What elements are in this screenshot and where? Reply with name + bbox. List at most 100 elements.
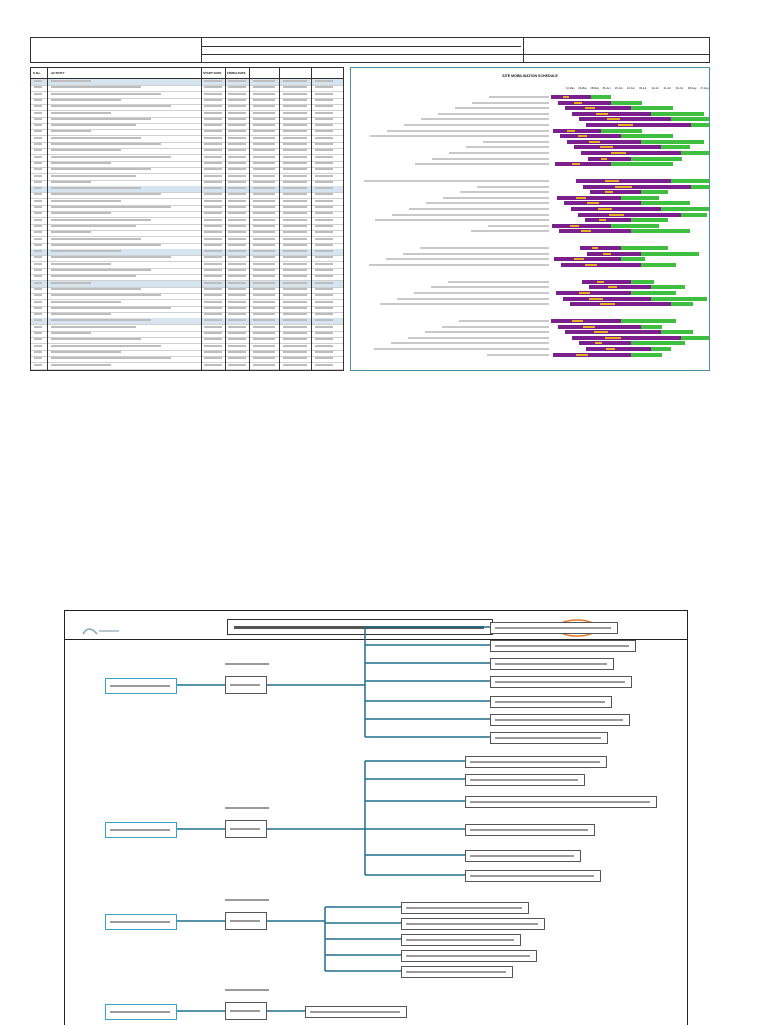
gantt-date-tick: 15-Jun (614, 87, 623, 90)
gantt-actual-bar (600, 157, 608, 160)
mind-map-leaf-node (490, 696, 612, 708)
gantt-progress-bar (661, 330, 693, 335)
gantt-actual-bar (580, 230, 592, 233)
mind-map-branch-caption (225, 807, 269, 809)
gantt-planned-bar (583, 184, 691, 189)
col-sno: S.No. (33, 71, 41, 75)
schedule-table: S.No. ACTIVITY START DATE FINISH DATE (30, 67, 344, 371)
gantt-planned-bar (553, 352, 631, 357)
mind-map-leaf-node (490, 658, 614, 670)
gantt-actual-bar (611, 152, 626, 154)
gantt-progress-bar (661, 145, 690, 150)
gantt-row (351, 251, 709, 257)
table-row (31, 306, 343, 313)
gantt-row (351, 245, 709, 251)
gantt-actual-bar (605, 191, 613, 194)
table-row (31, 92, 343, 99)
table-row (31, 129, 343, 137)
gantt-progress-bar (691, 123, 709, 127)
gantt-actual-bar (593, 331, 609, 334)
gantt-planned-bar (565, 106, 631, 111)
left-logo (81, 623, 121, 635)
gantt-planned-bar (579, 341, 631, 346)
table-row (31, 79, 343, 86)
table-row (31, 350, 343, 357)
gantt-row (351, 228, 709, 234)
gantt-row (351, 212, 709, 218)
table-row (31, 111, 343, 118)
gantt-actual-bar (606, 118, 621, 121)
mind-map-leaf-node (490, 714, 630, 726)
gantt-row (351, 262, 709, 268)
gantt-progress-bar (681, 335, 709, 340)
gantt-progress-bar (631, 341, 685, 346)
gantt-actual-bar (603, 252, 612, 255)
gantt-progress-bar (671, 179, 709, 183)
gantt-planned-bar (551, 95, 591, 99)
gantt-progress-bar (631, 218, 668, 223)
mind-map-leaf-node (401, 918, 545, 930)
gantt-planned-bar (555, 162, 611, 167)
gantt-row (351, 100, 709, 106)
gantt-row (351, 150, 709, 156)
gantt-planned-bar (570, 302, 671, 307)
gantt-row (351, 144, 709, 150)
table-row (31, 136, 343, 143)
gantt-planned-bar (586, 123, 691, 127)
gantt-planned-bar (563, 296, 651, 301)
gantt-row (351, 200, 709, 206)
mind-map-diagram (64, 610, 688, 1025)
table-row (31, 300, 343, 307)
gantt-planned-bar (572, 335, 681, 340)
schedule-table-header: S.No. ACTIVITY START DATE FINISH DATE (31, 68, 343, 79)
gantt-progress-bar (661, 207, 709, 211)
mind-map-leaf-node (490, 640, 636, 652)
gantt-date-tick: 10-May (566, 87, 575, 90)
gantt-progress-bar (621, 195, 659, 200)
gantt-planned-bar (585, 218, 631, 223)
mind-map-root-node (105, 822, 177, 838)
table-row (31, 104, 343, 112)
gantt-row (351, 161, 709, 167)
gantt-actual-bar (563, 96, 569, 98)
gantt-planned-bar (551, 319, 621, 323)
gantt-actual-bar (596, 280, 605, 283)
gantt-progress-bar (641, 251, 699, 256)
gantt-actual-bar (567, 129, 575, 132)
gantt-row (351, 223, 709, 229)
gantt-progress-bar (631, 352, 662, 357)
table-row (31, 237, 343, 244)
gantt-planned-bar (579, 117, 671, 122)
gantt-date-tick: 30-Jul (675, 87, 683, 90)
gantt-chart: SITE MOBILISATION SCHEDULE 10-May 19-May 2… (350, 67, 710, 371)
table-row (31, 148, 343, 156)
gantt-row (351, 284, 709, 290)
gantt-actual-bar (576, 353, 589, 356)
mind-map-leaf-node (465, 796, 657, 808)
gantt-row (351, 279, 709, 285)
mind-map-leaf-node (465, 824, 595, 836)
gantt-progress-bar (681, 212, 707, 217)
gantt-actual-bar (578, 135, 588, 138)
gantt-progress-bar (621, 246, 668, 251)
mind-map-leaf-node (465, 774, 585, 786)
gantt-progress-bar (681, 151, 709, 155)
table-row (31, 123, 343, 131)
gantt-actual-bar (589, 140, 601, 143)
table-row (31, 174, 343, 181)
gantt-row (351, 133, 709, 139)
gantt-planned-bar (556, 291, 631, 295)
gantt-progress-bar (631, 229, 690, 234)
gantt-actual-bar (594, 342, 603, 345)
table-row (31, 249, 343, 257)
gantt-planned-bar (565, 330, 661, 335)
table-row (31, 117, 343, 124)
gantt-planned-bar (590, 190, 641, 195)
mind-map-branch-node (225, 1002, 267, 1020)
table-row (31, 331, 343, 338)
table-row (31, 98, 343, 105)
gantt-progress-bar (671, 302, 693, 307)
gantt-planned-bar (558, 324, 641, 329)
gantt-actual-bar (615, 185, 632, 188)
gantt-row (351, 301, 709, 307)
